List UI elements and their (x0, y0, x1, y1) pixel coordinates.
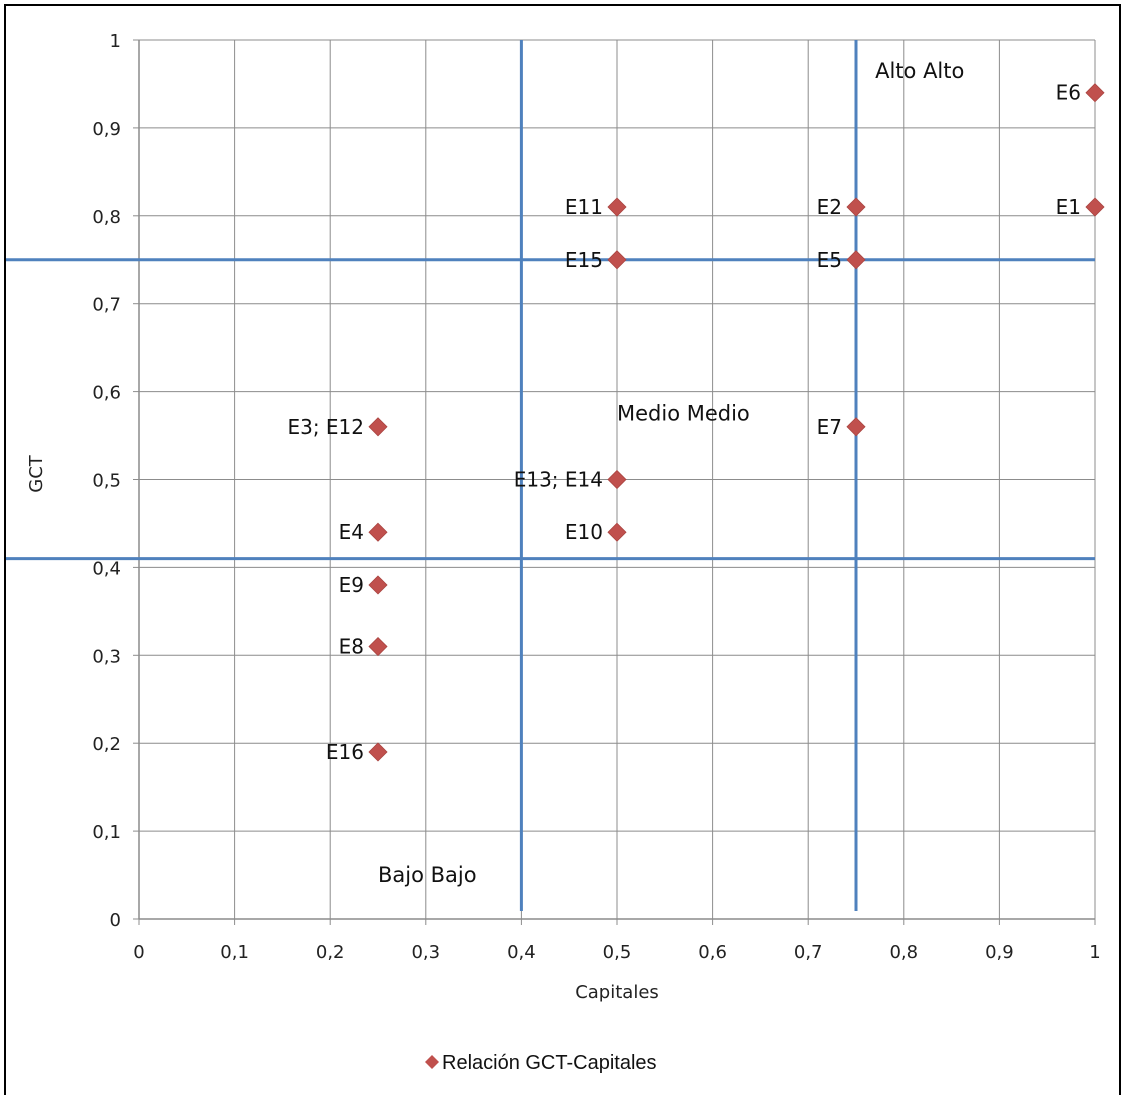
data-point-label: E6 (1056, 81, 1081, 105)
x-tick-label: 0,8 (889, 942, 918, 963)
y-tick-label: 0,3 (92, 646, 121, 667)
data-point-marker (846, 197, 866, 217)
legend-label: Relación GCT-Capitales (442, 1052, 657, 1074)
legend-marker-diamond (425, 1055, 439, 1069)
y-tick-label: 0,2 (92, 734, 121, 755)
data-point-label: E4 (339, 520, 364, 544)
y-tick-label: 0,1 (92, 822, 121, 843)
y-axis-title: GCT (26, 454, 47, 493)
y-tick-label: 0,6 (92, 383, 121, 404)
x-tick-label: 0,1 (220, 942, 249, 963)
legend: Relación GCT-Capitales (425, 1052, 657, 1074)
scatter-chart: 0 0,1 0,2 0,3 0,4 0,5 0,6 0,7 0,8 0,9 1 0 0,1 0,2 0,3 0… (6, 31, 1105, 1074)
x-tick-label: 0 (133, 942, 144, 963)
reference-lines (6, 40, 1095, 911)
y-tick-label: 1 (110, 31, 121, 52)
data-point-label: E3; E12 (287, 415, 364, 439)
x-tick-label: 0,2 (316, 942, 345, 963)
y-tick-label: 0,7 (92, 295, 121, 316)
data-point-label: E15 (565, 248, 603, 272)
data-point-marker (607, 469, 627, 490)
x-tick-label: 0,9 (985, 942, 1014, 963)
region-annotation: Alto Alto (875, 59, 964, 83)
data-point-marker (846, 417, 866, 437)
y-tick-label: 0,9 (92, 119, 121, 140)
data-point-label: E16 (326, 740, 364, 764)
axis-ticks: 0 0,1 0,2 0,3 0,4 0,5 0,6 0,7 0,8 0,9 1 0 0,1 0,2 0,3 0… (92, 31, 1100, 963)
x-tick-label: 0,3 (411, 942, 440, 963)
data-point-label: E1 (1056, 195, 1081, 219)
x-tick-label: 1 (1089, 942, 1100, 963)
y-tick-label: 0,5 (92, 471, 121, 492)
data-point-label: E7 (817, 415, 842, 439)
data-point-label: E11 (565, 195, 603, 219)
data-point-label: E2 (817, 195, 842, 219)
data-point-marker (368, 742, 388, 762)
data-point-marker (607, 250, 627, 270)
data-point-marker (607, 522, 627, 542)
data-point-label: E9 (339, 573, 364, 597)
region-annotations: Alto Alto Medio Medio Bajo Bajo (378, 59, 964, 887)
data-point-label: E5 (817, 248, 842, 272)
x-axis-title: Capitales (575, 982, 659, 1003)
x-tick-label: 0,4 (507, 942, 536, 963)
data-point-marker (607, 197, 627, 217)
x-tick-label: 0,7 (794, 942, 823, 963)
region-annotation: Medio Medio (617, 402, 750, 426)
data-points: E1 E2 E3; E12 E4 E5 E6 E7 E8 E9 E10 E11 E13; E14 E15… (287, 81, 1105, 764)
y-tick-label: 0 (110, 910, 121, 931)
x-tick-label: 0,5 (603, 942, 632, 963)
data-point-marker (368, 417, 388, 437)
y-tick-label: 0,8 (92, 207, 121, 228)
data-point-marker (1085, 83, 1105, 103)
data-point-marker (1085, 197, 1105, 217)
region-annotation: Bajo Bajo (378, 863, 477, 887)
data-point-label: E8 (339, 635, 364, 659)
x-tick-label: 0,6 (698, 942, 727, 963)
data-point-label: E10 (565, 520, 603, 544)
data-point-marker (846, 250, 866, 270)
data-point-marker (368, 522, 388, 542)
data-point-marker (368, 575, 388, 595)
y-tick-label: 0,4 (92, 558, 121, 579)
grid-lines (138, 39, 1096, 920)
chart-frame: 0 0,1 0,2 0,3 0,4 0,5 0,6 0,7 0,8 0,9 1 0 0,1 0,2 0,3 0… (4, 4, 1121, 1095)
data-point-marker (368, 636, 388, 657)
data-point-label: E13; E14 (514, 468, 603, 492)
